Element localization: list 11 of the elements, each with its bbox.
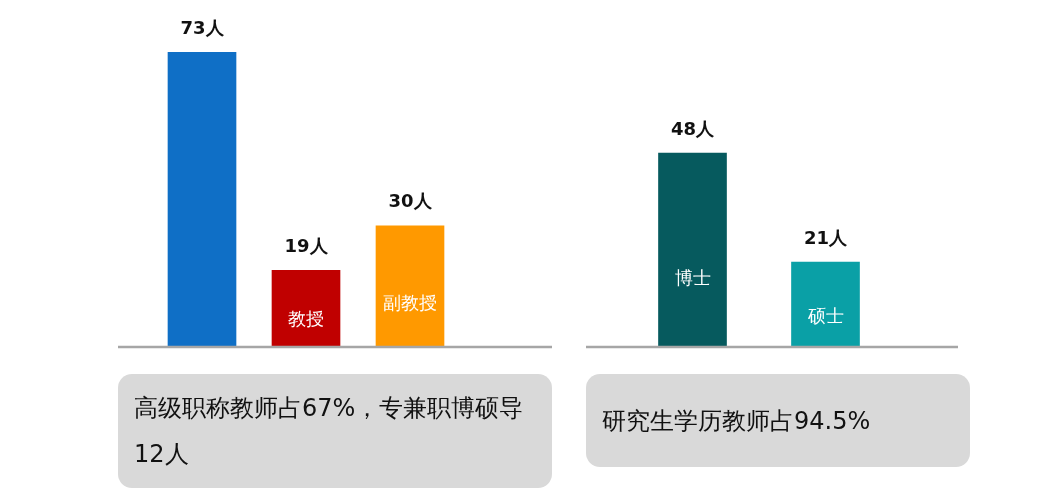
x-tick-label: 副教授: [383, 292, 437, 314]
data-label: 48人: [670, 117, 716, 139]
x-tick-label: 硕士: [806, 304, 844, 326]
data-label: 21人: [803, 226, 849, 248]
data-label: 73人: [180, 16, 225, 38]
data-label: 19人: [284, 234, 329, 256]
x-tick-label: 教授: [288, 307, 324, 329]
data-label: 30人: [388, 190, 433, 212]
text: 高级职称教师占67%，专兼职博硕导 12人: [118, 374, 552, 488]
x-tick-label: 博士: [674, 266, 711, 288]
text: 研究生学历教师占94.5%: [586, 374, 970, 467]
